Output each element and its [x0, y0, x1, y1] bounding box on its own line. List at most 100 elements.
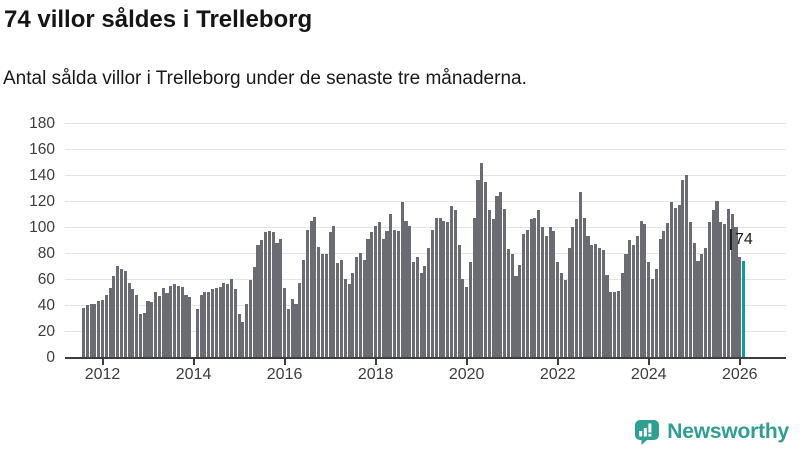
bar	[465, 286, 469, 357]
y-axis-label-120: 120	[29, 193, 55, 210]
bar	[586, 236, 590, 357]
bar	[730, 214, 734, 357]
bar	[381, 238, 385, 357]
bar	[628, 240, 632, 357]
bar	[396, 230, 400, 357]
y-axis-label-100: 100	[29, 219, 55, 236]
bar	[506, 249, 510, 357]
bar	[631, 245, 636, 357]
bar	[116, 266, 120, 357]
bar	[658, 238, 662, 357]
bar	[423, 266, 427, 357]
bar	[605, 275, 609, 357]
bar	[184, 294, 188, 357]
bar	[214, 288, 218, 357]
bar	[552, 230, 556, 357]
bar	[533, 217, 537, 357]
bar	[654, 268, 658, 357]
x-axis-label-2018: 2018	[357, 366, 394, 383]
bar	[438, 217, 442, 357]
bar	[264, 232, 268, 357]
bar	[510, 254, 514, 357]
bar	[286, 308, 290, 357]
bar	[309, 220, 313, 357]
bar	[411, 262, 416, 357]
bar	[123, 271, 127, 357]
bar	[150, 302, 154, 357]
bar	[673, 207, 677, 357]
bar	[609, 292, 613, 357]
bar	[377, 221, 381, 357]
bar	[503, 208, 507, 357]
bar	[723, 224, 727, 357]
gridline-160	[65, 149, 786, 150]
y-axis-label-180: 180	[29, 115, 55, 132]
value-annotation: 74	[735, 231, 753, 248]
bar	[567, 247, 571, 357]
bar	[518, 264, 522, 357]
bar	[229, 279, 234, 357]
bar	[639, 220, 643, 357]
bar	[233, 289, 237, 357]
bar	[597, 247, 601, 357]
bar	[275, 242, 279, 357]
bar	[267, 230, 271, 357]
bar	[146, 301, 150, 357]
bar	[738, 256, 742, 357]
bar	[491, 219, 495, 357]
bar	[256, 245, 260, 357]
bar	[298, 282, 302, 357]
bar	[692, 242, 696, 357]
newsworthy-logo[interactable]: Newsworthy	[633, 418, 789, 445]
y-axis-label-160: 160	[29, 141, 55, 158]
x-axis-label-2020: 2020	[448, 366, 485, 383]
bar	[521, 233, 526, 357]
bar	[446, 221, 450, 357]
bar	[112, 276, 116, 357]
bar	[370, 232, 374, 357]
bar	[328, 232, 332, 357]
bar	[138, 314, 142, 357]
page-title: 74 villor såldes i Trelleborg	[4, 6, 313, 33]
gridline-140	[65, 175, 786, 176]
bar	[362, 259, 366, 357]
bar	[704, 247, 708, 357]
bar	[468, 262, 472, 357]
bar	[241, 321, 245, 357]
gridline-100	[65, 227, 786, 228]
bar	[336, 263, 340, 357]
bar	[135, 294, 139, 357]
bar	[127, 282, 131, 357]
bar	[108, 288, 112, 357]
x-axis-line	[65, 357, 786, 359]
x-tick-mark	[738, 359, 741, 365]
x-tick-mark	[283, 359, 286, 365]
bar	[544, 236, 548, 357]
bar	[696, 260, 700, 357]
bar	[563, 280, 567, 357]
bar	[419, 272, 423, 357]
bar	[188, 297, 192, 357]
bar	[245, 303, 249, 357]
bar	[283, 288, 287, 357]
bar	[195, 308, 199, 357]
bar	[449, 206, 454, 357]
bar	[499, 191, 503, 357]
bar	[176, 285, 180, 357]
annotation-leader-line	[730, 229, 732, 250]
bar	[476, 180, 480, 357]
bar	[313, 216, 317, 357]
bar	[97, 301, 101, 357]
bar	[480, 163, 484, 357]
bar	[347, 284, 351, 357]
y-axis-label-40: 40	[37, 297, 55, 314]
bar	[575, 219, 579, 357]
bar	[252, 267, 256, 357]
bar	[707, 221, 711, 357]
bar	[279, 238, 283, 357]
y-axis-label-140: 140	[29, 167, 55, 184]
bar	[711, 210, 715, 357]
bar	[203, 292, 207, 357]
bar	[389, 214, 393, 357]
